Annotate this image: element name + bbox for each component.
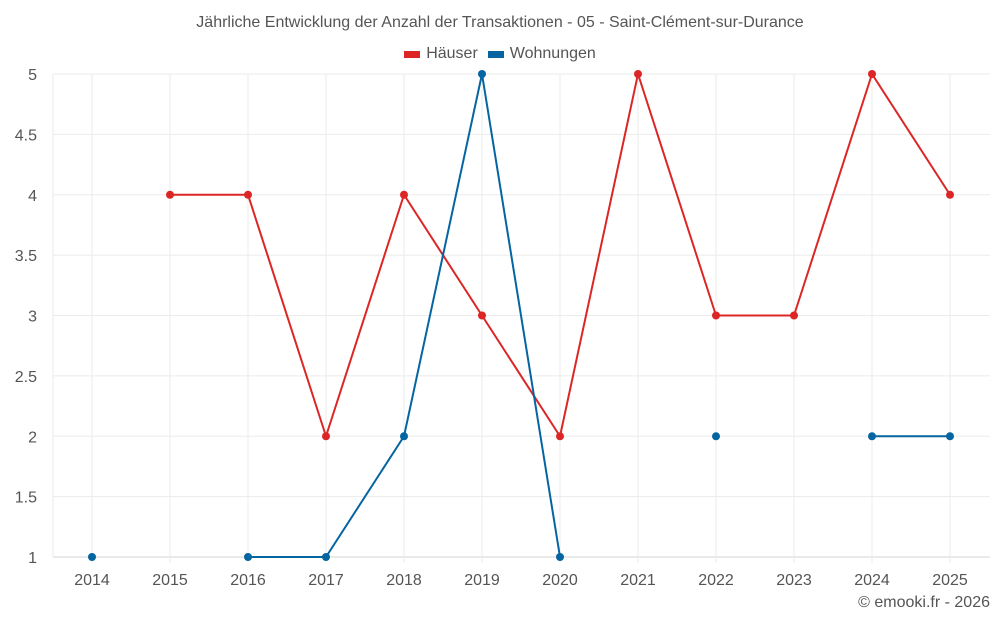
data-point[interactable] xyxy=(478,311,486,320)
data-point[interactable] xyxy=(322,553,330,561)
data-point[interactable] xyxy=(244,190,252,199)
data-point[interactable] xyxy=(712,311,720,320)
x-tick-label: 2025 xyxy=(932,572,968,589)
x-tick-label: 2016 xyxy=(230,572,266,589)
y-tick-label: 4.5 xyxy=(15,127,37,144)
data-point[interactable] xyxy=(946,432,954,441)
y-tick-label: 3 xyxy=(28,309,37,326)
data-point[interactable] xyxy=(322,432,330,441)
data-point[interactable] xyxy=(166,190,174,199)
y-tick-label: 1 xyxy=(28,550,37,567)
data-point[interactable] xyxy=(556,432,564,441)
data-point[interactable] xyxy=(400,432,408,441)
y-tick-label: 2 xyxy=(28,429,37,446)
x-tick-label: 2021 xyxy=(620,572,656,589)
series-wohnungen xyxy=(88,70,954,561)
series xyxy=(88,70,954,561)
legend-item-haeuser[interactable]: Häuser xyxy=(404,45,478,63)
x-tick-label: 2024 xyxy=(854,572,890,589)
data-point[interactable] xyxy=(868,70,876,78)
axes: 1 1.5 2 2.5 3 3.5 4 4.5 5 2014 2015 2016 2017 2018 201… xyxy=(15,67,968,589)
x-tick-label: 2015 xyxy=(152,572,188,589)
data-point[interactable] xyxy=(244,553,252,561)
legend-swatch-wohnungen xyxy=(487,50,504,58)
copyright-footer: © emooki.fr - 2026 xyxy=(858,594,990,611)
series-häuser xyxy=(166,70,954,441)
y-tick-label: 4 xyxy=(28,188,37,205)
data-point[interactable] xyxy=(946,190,954,199)
data-point[interactable] xyxy=(712,432,720,441)
y-tick-label: 3.5 xyxy=(15,248,37,265)
y-tick-label: 5 xyxy=(28,67,37,84)
data-point[interactable] xyxy=(790,311,798,320)
x-tick-label: 2018 xyxy=(386,572,422,589)
chart-title: Jährliche Entwicklung der Anzahl der Tra… xyxy=(196,14,804,31)
data-point[interactable] xyxy=(400,190,408,199)
x-tick-label: 2020 xyxy=(542,572,578,589)
x-tick-label: 2022 xyxy=(698,572,734,589)
y-tick-label: 2.5 xyxy=(15,369,37,386)
legend-swatch-haeuser xyxy=(404,50,421,58)
x-tick-label: 2023 xyxy=(776,572,812,589)
legend-label-wohnungen: Wohnungen xyxy=(509,45,596,62)
legend-label-haeuser: Häuser xyxy=(426,45,478,62)
data-point[interactable] xyxy=(478,70,486,78)
data-point[interactable] xyxy=(88,553,96,561)
data-point[interactable] xyxy=(634,70,642,78)
x-tick-label: 2019 xyxy=(464,572,500,589)
x-tick-label: 2017 xyxy=(308,572,344,589)
data-point[interactable] xyxy=(868,432,876,441)
legend-item-wohnungen[interactable]: Wohnungen xyxy=(487,45,596,63)
y-tick-label: 1.5 xyxy=(15,490,37,507)
data-point[interactable] xyxy=(556,553,564,561)
legend: Häuser Wohnungen xyxy=(0,45,1000,63)
x-tick-label: 2014 xyxy=(74,572,110,589)
